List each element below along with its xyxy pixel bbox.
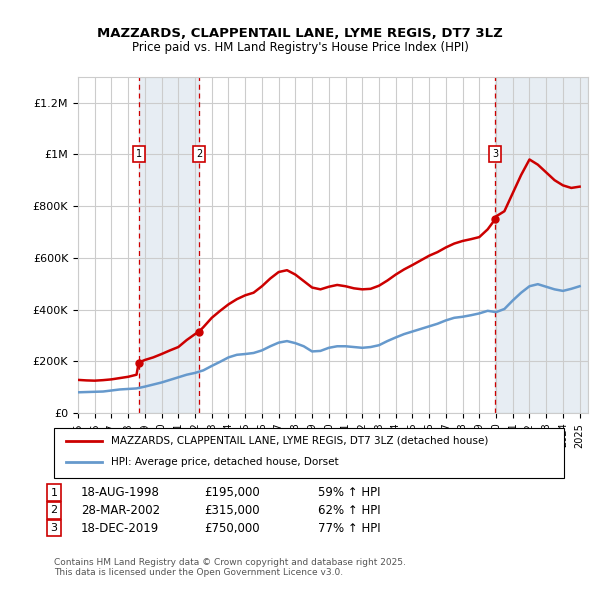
Text: 2: 2 [50,506,58,515]
Text: Contains HM Land Registry data © Crown copyright and database right 2025.
This d: Contains HM Land Registry data © Crown c… [54,558,406,577]
Text: 3: 3 [493,149,499,159]
Text: 1: 1 [136,149,142,159]
Text: £315,000: £315,000 [204,504,260,517]
Text: MAZZARDS, CLAPPENTAIL LANE, LYME REGIS, DT7 3LZ: MAZZARDS, CLAPPENTAIL LANE, LYME REGIS, … [97,27,503,40]
Text: Price paid vs. HM Land Registry's House Price Index (HPI): Price paid vs. HM Land Registry's House … [131,41,469,54]
Text: 18-DEC-2019: 18-DEC-2019 [81,522,159,535]
Text: £750,000: £750,000 [204,522,260,535]
Text: 3: 3 [50,523,58,533]
Bar [496,77,588,413]
Text: HPI: Average price, detached house, Dorset: HPI: Average price, detached house, Dors… [111,457,338,467]
Text: 18-AUG-1998: 18-AUG-1998 [81,486,160,499]
Text: MAZZARDS, CLAPPENTAIL LANE, LYME REGIS, DT7 3LZ (detached house): MAZZARDS, CLAPPENTAIL LANE, LYME REGIS, … [111,436,488,445]
Text: 62% ↑ HPI: 62% ↑ HPI [318,504,380,517]
Text: 28-MAR-2002: 28-MAR-2002 [81,504,160,517]
Text: 2: 2 [196,149,202,159]
Bar [139,77,199,413]
Text: £195,000: £195,000 [204,486,260,499]
Text: 77% ↑ HPI: 77% ↑ HPI [318,522,380,535]
Text: 1: 1 [50,488,58,497]
Text: 59% ↑ HPI: 59% ↑ HPI [318,486,380,499]
